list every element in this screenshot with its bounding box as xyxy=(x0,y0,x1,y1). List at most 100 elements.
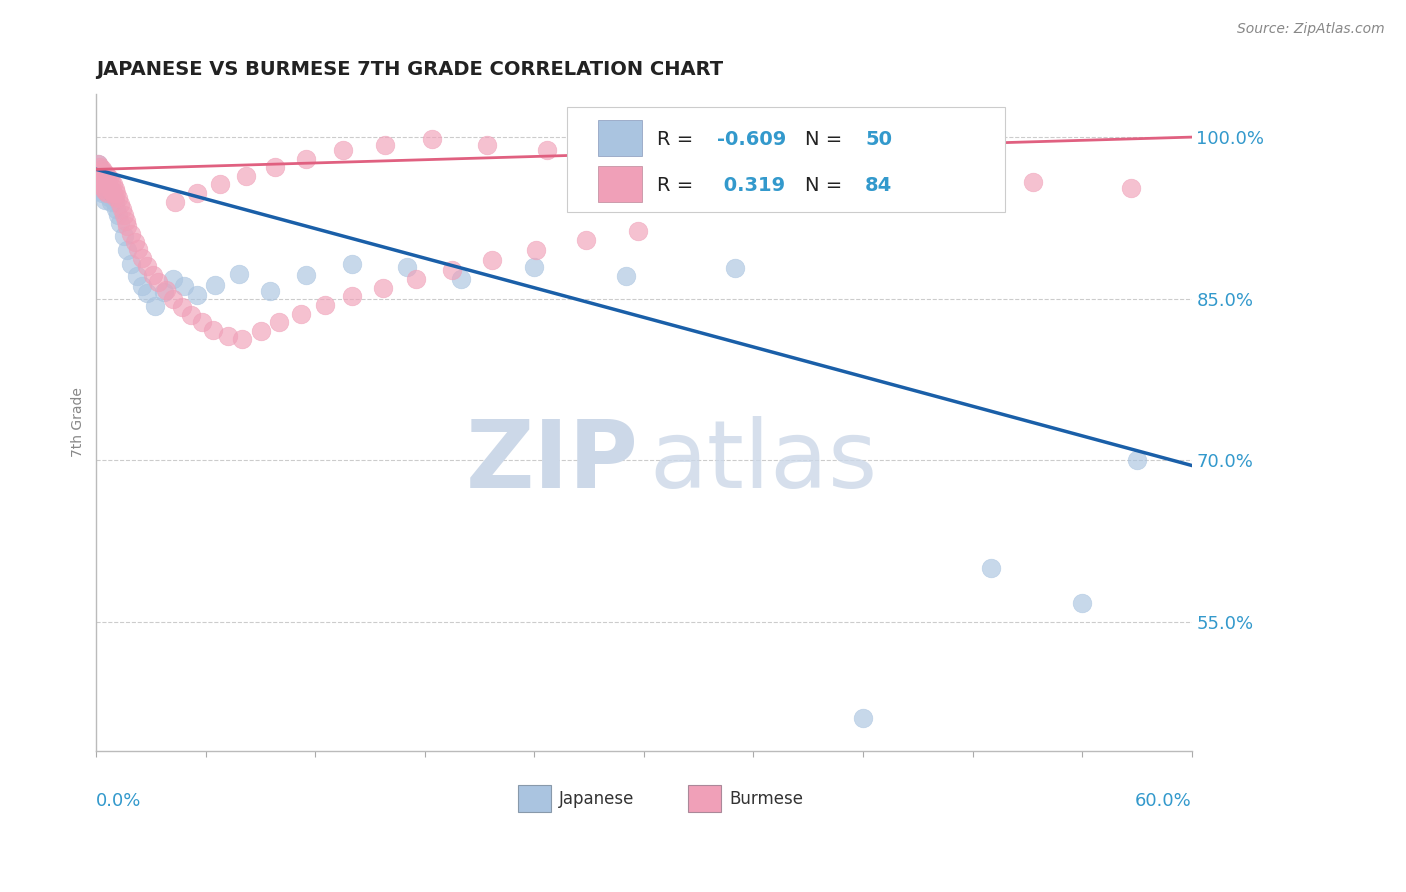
Point xyxy=(675,153,697,168)
Point xyxy=(124,235,146,249)
Text: Burmese: Burmese xyxy=(730,789,803,807)
Point xyxy=(98,171,121,186)
Point xyxy=(155,283,177,297)
Point xyxy=(481,252,503,267)
Point xyxy=(1071,596,1094,610)
Point xyxy=(290,307,312,321)
Text: Source: ZipAtlas.com: Source: ZipAtlas.com xyxy=(1237,22,1385,37)
Point xyxy=(96,186,118,200)
Point xyxy=(90,186,112,200)
Point xyxy=(112,208,135,222)
Point xyxy=(131,251,153,265)
Point xyxy=(441,262,464,277)
Point xyxy=(217,329,239,343)
Point xyxy=(264,160,287,174)
Point xyxy=(314,298,336,312)
Point xyxy=(96,178,118,192)
Point xyxy=(754,159,776,173)
Point xyxy=(117,243,139,257)
Point xyxy=(980,560,1002,574)
Point xyxy=(127,242,149,256)
Text: JAPANESE VS BURMESE 7TH GRADE CORRELATION CHART: JAPANESE VS BURMESE 7TH GRADE CORRELATIO… xyxy=(97,60,724,78)
Point xyxy=(131,278,153,293)
FancyBboxPatch shape xyxy=(598,166,641,202)
Point xyxy=(89,162,111,177)
FancyBboxPatch shape xyxy=(598,120,641,156)
Point xyxy=(231,333,253,347)
Point xyxy=(724,261,747,276)
Point xyxy=(96,186,118,200)
Point xyxy=(89,160,111,174)
Point xyxy=(259,284,281,298)
Text: N =: N = xyxy=(806,176,848,195)
Point xyxy=(101,186,124,200)
Point xyxy=(104,182,127,196)
Point xyxy=(136,260,159,274)
Point xyxy=(1326,191,1348,205)
Point xyxy=(186,186,208,200)
Point xyxy=(1126,453,1149,467)
Point xyxy=(100,184,122,198)
Point xyxy=(90,175,112,189)
Point xyxy=(90,178,112,193)
Point xyxy=(108,216,131,230)
Point xyxy=(98,179,121,194)
Point xyxy=(475,137,498,152)
Point xyxy=(524,243,547,257)
Point xyxy=(93,168,115,182)
Point xyxy=(837,164,859,178)
Point xyxy=(93,173,115,187)
Point xyxy=(163,194,186,209)
Point xyxy=(104,194,127,209)
Point xyxy=(94,193,117,207)
Point xyxy=(235,169,257,183)
Point xyxy=(98,179,121,194)
Point xyxy=(90,162,112,177)
Point xyxy=(114,214,136,228)
Text: 0.319: 0.319 xyxy=(717,176,786,195)
Point xyxy=(90,169,112,184)
Point xyxy=(340,289,363,303)
Text: R =: R = xyxy=(657,130,700,149)
Point xyxy=(107,208,129,222)
Point xyxy=(101,178,124,192)
Point xyxy=(162,272,184,286)
Point xyxy=(267,315,290,329)
Point xyxy=(89,168,111,182)
FancyBboxPatch shape xyxy=(517,786,551,812)
Point xyxy=(420,132,443,146)
Text: ZIP: ZIP xyxy=(465,416,638,508)
Text: 84: 84 xyxy=(865,176,893,195)
Point xyxy=(574,234,596,248)
Text: atlas: atlas xyxy=(650,416,877,508)
Point xyxy=(1121,180,1143,194)
Point xyxy=(228,267,250,281)
Text: R =: R = xyxy=(657,176,700,195)
Text: 50: 50 xyxy=(865,130,893,149)
Point xyxy=(162,292,184,306)
Point xyxy=(93,164,115,178)
Point xyxy=(202,323,225,337)
Point xyxy=(93,178,115,193)
Point xyxy=(602,148,624,162)
Point xyxy=(120,257,142,271)
Point xyxy=(927,169,949,184)
Point xyxy=(340,257,363,271)
Point xyxy=(96,175,118,189)
Point xyxy=(173,278,195,293)
Point xyxy=(332,143,354,157)
Point xyxy=(172,300,194,314)
Text: Japanese: Japanese xyxy=(558,789,634,807)
Point xyxy=(523,260,546,275)
Point xyxy=(100,175,122,189)
Point xyxy=(191,315,214,329)
Point xyxy=(87,178,110,193)
Point xyxy=(107,191,129,205)
Point xyxy=(450,272,472,286)
Point xyxy=(89,177,111,191)
Point xyxy=(94,184,117,198)
Point xyxy=(180,308,202,322)
Point xyxy=(374,137,396,152)
Point xyxy=(100,194,122,209)
Point xyxy=(249,324,271,338)
